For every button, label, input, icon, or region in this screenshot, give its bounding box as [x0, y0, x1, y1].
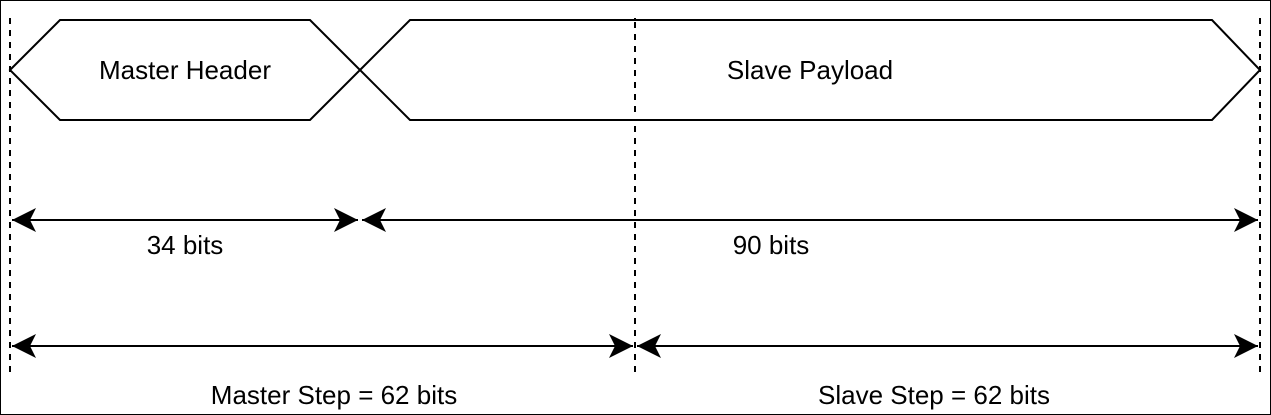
master-header-label: Master Header [99, 55, 271, 85]
slave-payload-bits-label: 90 bits [733, 230, 810, 260]
slave-payload-segment [358, 19, 1262, 121]
slave-step-label: Slave Step = 62 bits [818, 380, 1050, 410]
slave-payload-label: Slave Payload [727, 55, 893, 85]
master-header-bits-label: 34 bits [147, 230, 224, 260]
master-step-label: Master Step = 62 bits [211, 380, 457, 410]
